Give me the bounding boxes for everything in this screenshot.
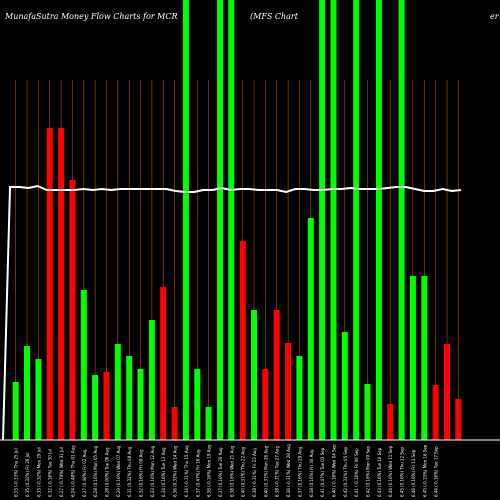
bar [12, 382, 19, 440]
bar [296, 356, 303, 440]
bar [217, 0, 223, 440]
bar [319, 0, 326, 440]
bar [182, 0, 189, 440]
x-tick-label: 6.34 (-0.31%) Thu 15 Aug [184, 445, 189, 497]
bar [69, 180, 76, 440]
bar [251, 310, 257, 440]
x-tick-label: 6.42 (0.31%) Thu 05 Sep [343, 447, 348, 497]
bar [364, 384, 371, 440]
bar [160, 287, 167, 440]
bar [375, 0, 382, 440]
x-tick-label: 6.32 (0.16%) Fri 09 Aug [139, 449, 144, 497]
x-tick-label: 6.38 (-0.31%) Fri 23 Aug [252, 448, 257, 497]
bar [353, 0, 360, 440]
bar [330, 0, 337, 440]
bar [126, 356, 133, 440]
bar [341, 332, 348, 440]
chart-title-middle: (MFS Chart [250, 12, 299, 21]
x-tick-label: 6.43 (0.16%) Tue 10 Sep [377, 447, 382, 497]
x-tick-label: 6.45 (-0.15%) Mon 16 Sep [422, 444, 427, 497]
bar [194, 369, 201, 440]
x-tick-label: 6.41 (-0.16%) Fri 06 Sep [354, 448, 359, 497]
x-tick-label: 6.28 (0.00%) Tue 06 Aug [105, 447, 110, 497]
x-tick-label: 6.41 (0.47%) Tue 03 Sep [320, 447, 325, 497]
bar [114, 344, 121, 440]
bar [103, 372, 110, 440]
x-tick-label: 6.45 (0.16%) Thu 12 Sep [400, 447, 405, 497]
x-tick-labels: 6.33 (-0.33%) Thu 25 Jul 6.35 (0.32%) Fri… [14, 444, 439, 497]
bar [92, 375, 99, 440]
x-tick-label: 6.24 (-0.48%) Thu 01 Aug [70, 445, 75, 497]
x-tick-label: 6.40 (-0.16%) Wed 04 Sep [332, 444, 337, 497]
x-tick-label: 6.40 (0.31%) Mon 26 Aug [263, 445, 268, 497]
x-tick-label: 6.36 (-0.31%) Wed 28 Aug [286, 444, 291, 497]
x-tick-label: 6.32 (-0.16%) Tue 30 Jul [48, 449, 53, 497]
x-tick-label: 6.46 (0.16%) Fri 13 Sep [411, 449, 416, 497]
bar [273, 310, 280, 440]
x-tick-label: 6.36 (-0.16%) Mon 19 Aug [207, 444, 212, 497]
bar [239, 241, 246, 440]
x-tick-label: 6.29 (0.16%) Wed 07 Aug [116, 445, 121, 497]
bar [24, 346, 30, 440]
x-tick-label: 6.42 (0.16%) Mon 09 Sep [366, 446, 371, 497]
x-tick-label: 6.33 (-0.32%) Mon 29 Jul [36, 447, 41, 497]
bar [58, 128, 65, 440]
x-tick-label: 6.37 (0.16%) Tue 20 Aug [218, 447, 223, 497]
money-flow-line [2, 184, 462, 441]
chart-title-left: MunafaSutra Money Flow Charts for MCR [4, 12, 177, 21]
x-tick-label: 6.38 (-0.31%) Tue 27 Aug [275, 446, 280, 497]
x-tick-label: 6.28 (0.16%) Mon 05 Aug [93, 445, 98, 497]
bar [228, 0, 235, 440]
bars-group [12, 0, 462, 440]
bar [421, 276, 428, 440]
x-tick-label: 6.44 (-0.16%) Tue 17 Sep [434, 446, 439, 497]
x-tick-label: 6.38 (0.16%) Fri 30 Aug [309, 449, 314, 497]
bar [137, 369, 144, 440]
bar [46, 128, 53, 440]
x-tick-label: 6.37 (0.16%) Thu 29 Aug [297, 446, 302, 497]
x-tick-label: 6.44 (0.16%) Wed 11 Sep [388, 445, 393, 497]
bar [409, 276, 416, 440]
x-tick-label: 6.36 (0.32%) Wed 14 Aug [173, 445, 178, 497]
x-tick-label: 6.40 (0.31%) Thu 22 Aug [241, 446, 246, 497]
bar [307, 218, 314, 440]
chart-title-right: er [490, 12, 500, 21]
bar [148, 320, 155, 440]
bar [387, 404, 394, 440]
x-tick-label: 6.34 (0.16%) Tue 13 Aug [161, 447, 166, 497]
x-tick-label: 6.27 (-0.79%) Wed 31 Jul [59, 447, 64, 497]
bar [205, 407, 212, 440]
x-tick-label: 6.33 (0.16%) Mon 12 Aug [150, 445, 155, 497]
bar [80, 290, 87, 440]
bar [35, 359, 42, 440]
bar [398, 0, 405, 440]
x-tick-label: 6.33 (-0.33%) Thu 25 Jul [14, 448, 19, 497]
bar [285, 343, 292, 440]
bar [171, 407, 178, 440]
x-tick-label: 6.35 (0.32%) Fri 26 Jul [25, 452, 30, 497]
bar [262, 369, 269, 440]
bar [444, 344, 450, 440]
bar [455, 399, 462, 440]
x-tick-label: 6.31 (0.32%) Thu 08 Aug [127, 446, 132, 497]
x-tick-label: 6.38 (0.16%) Wed 21 Aug [229, 445, 234, 497]
x-tick-label: 6.37 (0.47%) Fri 16 Aug [195, 449, 200, 497]
x-tick-label: 6.27 (0.48%) Fri 02 Aug [82, 449, 87, 497]
bar [432, 385, 439, 440]
